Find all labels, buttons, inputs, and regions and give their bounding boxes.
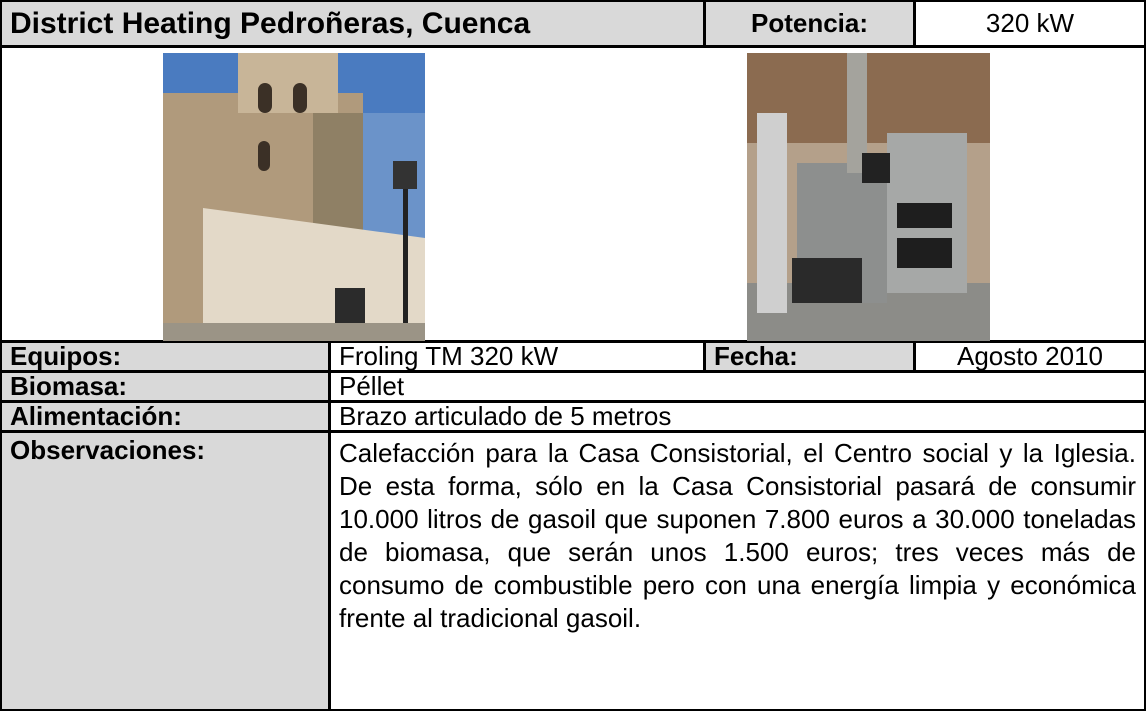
power-value: 320 kW — [914, 0, 1146, 47]
notes-label: Observaciones: — [0, 431, 330, 711]
feed-label: Alimentación: — [0, 401, 330, 432]
date-value: Agosto 2010 — [914, 341, 1146, 372]
equipment-label: Equipos: — [0, 341, 330, 372]
boiler-photo — [747, 53, 990, 342]
feed-value: Brazo articulado de 5 metros — [329, 401, 1146, 432]
church-photo — [163, 53, 425, 342]
equipment-value: Froling TM 320 kW — [329, 341, 705, 372]
power-label: Potencia: — [704, 0, 915, 47]
biomass-label: Biomasa: — [0, 371, 330, 402]
title: District Heating Pedroñeras, Cuenca — [0, 0, 705, 47]
date-label: Fecha: — [704, 341, 915, 372]
biomass-value: Péllet — [329, 371, 1146, 402]
notes-value: Calefacción para la Casa Consistorial, e… — [329, 431, 1146, 711]
